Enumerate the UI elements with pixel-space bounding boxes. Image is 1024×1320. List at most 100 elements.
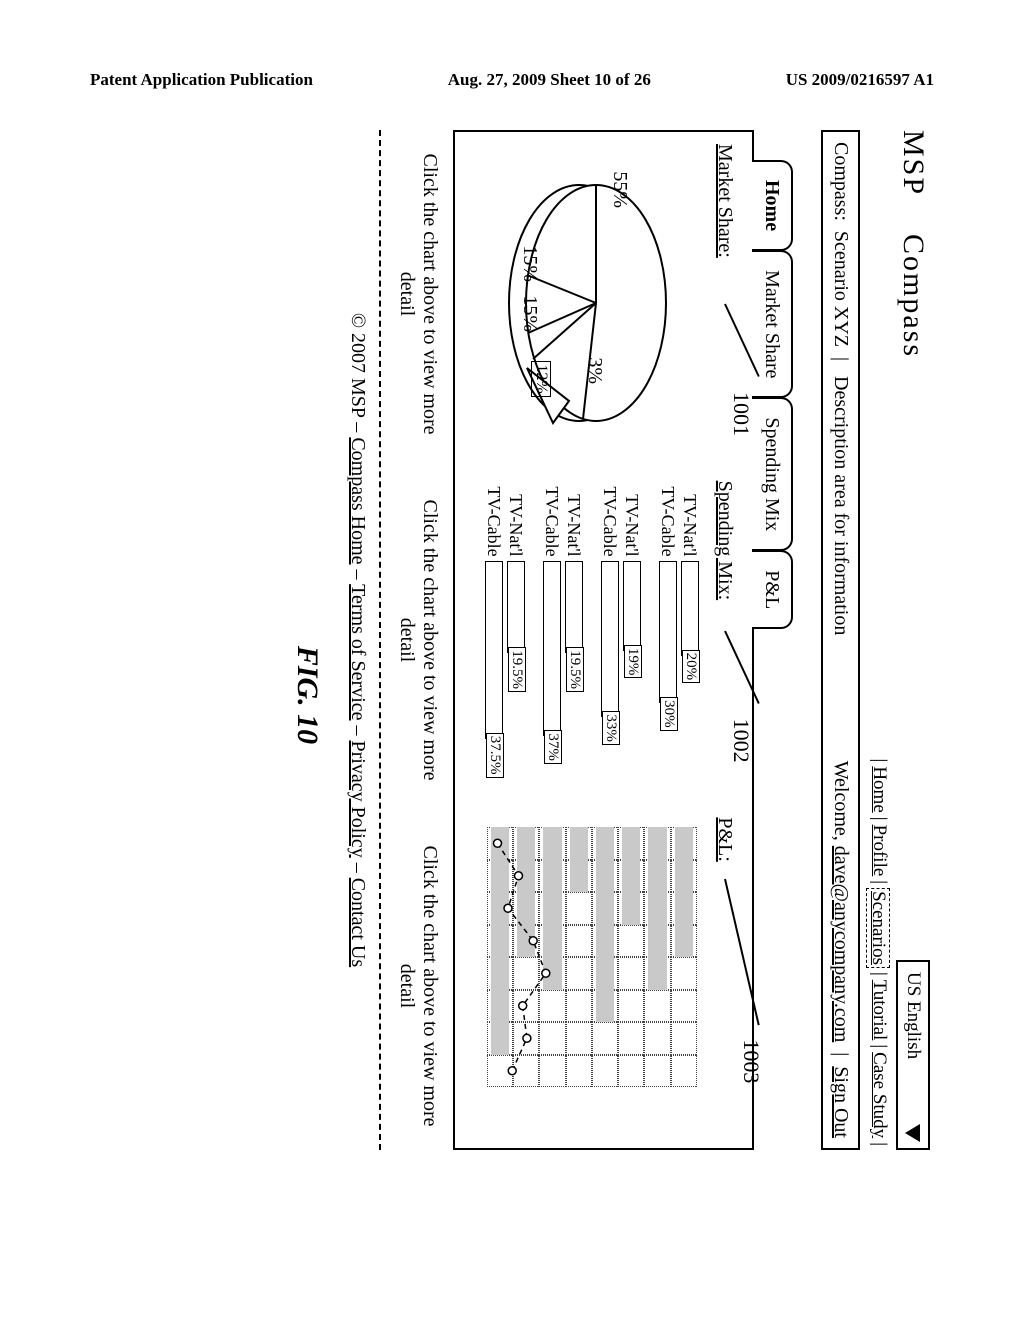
mix-row-label: TV-Cable xyxy=(658,481,679,561)
header-right: US 2009/0216597 A1 xyxy=(786,70,934,90)
mix-bar-pct: 33% xyxy=(602,711,620,745)
pnl-chart[interactable] xyxy=(467,817,697,1097)
mix-bar-track: 19.5% xyxy=(507,561,525,751)
app-frame: MSP Compass US English | Home | Profile … xyxy=(346,130,930,1150)
mix-bar-track: 19.5% xyxy=(565,561,583,751)
mix-bar-track: 37% xyxy=(543,561,561,751)
mix-bar-fill xyxy=(507,561,525,654)
mix-bar-pct: 37.5% xyxy=(486,733,504,778)
app-title: MSP Compass xyxy=(896,130,930,358)
mix-bar-fill xyxy=(565,561,583,654)
spending-mix-row: TV-Cable37.5% xyxy=(483,481,505,800)
mix-bar-fill xyxy=(601,561,619,718)
nav-profile[interactable]: Profile xyxy=(866,825,890,877)
spending-mix-row: TV-Cable 33% xyxy=(599,481,621,800)
footer-copyright: © 2007 MSP – xyxy=(347,313,369,432)
spending-mix-label: Spending Mix: xyxy=(713,481,736,600)
app-name: Compass xyxy=(897,234,930,358)
mix-bar-pct: 19% xyxy=(624,645,642,679)
description-left: Compass: Scenario XYZ | Description area… xyxy=(829,142,852,635)
footer-link-home[interactable]: Compass Home xyxy=(347,437,369,564)
mix-bar-pct: 37% xyxy=(544,730,562,764)
brand: MSP xyxy=(897,130,930,196)
language-select[interactable]: US English xyxy=(896,960,930,1150)
pie-chart[interactable]: 55% 15% 15% 3% 12% xyxy=(491,163,691,443)
click-row: Click the chart above to view more detai… xyxy=(395,130,441,1150)
mix-bar-pct: 20% xyxy=(682,650,700,684)
spending-mix-row: TV-Nat'l 19.5% xyxy=(563,481,585,800)
nav-tutorial[interactable]: Tutorial xyxy=(866,980,890,1041)
spending-mix-row: TV-Nat'l 20% xyxy=(679,481,701,800)
welcome-block: Welcome, dave@anycompany.com | Sign Out xyxy=(829,761,852,1138)
mix-bar-fill xyxy=(485,561,503,739)
mix-bar-track: 19% xyxy=(623,561,641,751)
tab-line xyxy=(752,130,754,160)
pie-label-3: 3% xyxy=(583,357,606,384)
mix-bar-fill xyxy=(659,561,677,704)
user-email[interactable]: dave@anycompany.com xyxy=(830,846,852,1043)
page-header: Patent Application Publication Aug. 27, … xyxy=(0,0,1024,100)
click-text-2: Click the chart above to view more detai… xyxy=(395,476,441,804)
mix-row-label: TV-Nat'l xyxy=(506,481,527,561)
top-nav: | Home | Profile | Scenarios | Tutorial … xyxy=(866,130,890,1150)
spending-mix-groups[interactable]: TV-Nat'l20%TV-Cable30%TV-Nat'l19%TV-Cabl… xyxy=(483,481,701,800)
pnl-callout: 1003 xyxy=(738,1039,764,1083)
pie-label-15b: 15% xyxy=(518,295,541,332)
tab-home[interactable]: Home xyxy=(752,160,793,251)
mix-row-label: TV-Cable xyxy=(542,481,563,561)
mix-bar-pct: 19.5% xyxy=(566,647,584,692)
mix-row-label: TV-Cable xyxy=(600,481,621,561)
header-center: Aug. 27, 2009 Sheet 10 of 26 xyxy=(448,70,651,90)
spending-mix-row: TV-Nat'l 19.5% xyxy=(505,481,527,800)
language-label: US English xyxy=(902,972,924,1059)
nav-home[interactable]: Home xyxy=(866,766,890,812)
nav-sep: | xyxy=(866,813,890,825)
mix-bar-fill xyxy=(543,561,561,737)
tabs-row: Home Market Share Spending Mix P&L xyxy=(752,130,793,1150)
mix-row-label: TV-Nat'l xyxy=(564,481,585,561)
mix-row-label: TV-Nat'l xyxy=(680,481,701,561)
pnl-panel: P&L: 1003 xyxy=(467,817,736,1136)
panel-body: Market Share: 1001 xyxy=(453,130,754,1150)
spending-mix-group: TV-Nat'l19.5%TV-Cable37.5% xyxy=(483,481,527,800)
nav-scenarios[interactable]: Scenarios xyxy=(866,888,890,968)
mix-row-label: TV-Cable xyxy=(484,481,505,561)
spending-mix-row: TV-Cable37% xyxy=(541,481,563,800)
market-share-callout: 1001 xyxy=(728,392,754,436)
mix-row-label: TV-Nat'l xyxy=(622,481,643,561)
pie-label-12: 12% xyxy=(531,361,551,396)
header-left: Patent Application Publication xyxy=(90,70,313,90)
click-text-3: Click the chart above to view more detai… xyxy=(395,822,441,1150)
footer: © 2007 MSP – Compass Home – Terms of Ser… xyxy=(346,130,381,1150)
sign-out-link[interactable]: Sign Out xyxy=(830,1066,852,1138)
nav-sep: | xyxy=(866,968,890,980)
nav-sep: | xyxy=(866,876,890,888)
nav-sep: | xyxy=(866,755,890,767)
click-text-1: Click the chart above to view more detai… xyxy=(395,130,441,458)
title-row: MSP Compass US English xyxy=(896,130,930,1150)
nav-case-study[interactable]: Case Study xyxy=(866,1052,890,1138)
figure-label: FIG. 10 xyxy=(290,130,324,1260)
spending-mix-group: TV-Nat'l19.5%TV-Cable37% xyxy=(541,481,585,800)
mix-bar-pct: 19.5% xyxy=(508,647,526,692)
mix-bar-track: 33% xyxy=(601,561,619,751)
footer-link-contact[interactable]: Contact Us xyxy=(347,878,369,967)
pie-label-15a: 15% xyxy=(518,245,541,282)
nav-sep: | xyxy=(866,1040,890,1052)
spending-mix-group: TV-Nat'l 20% TV-Cable 30% xyxy=(657,481,701,800)
spending-mix-callout: 1002 xyxy=(728,719,754,763)
description-bar: Compass: Scenario XYZ | Description area… xyxy=(821,130,860,1150)
mix-bar-pct: 30% xyxy=(660,697,678,731)
market-share-label: Market Share: xyxy=(713,144,736,258)
spending-mix-panel: Spending Mix: 1002 TV-Nat'l20%TV-Cable30… xyxy=(467,481,736,800)
mix-bar-track: 37.5% xyxy=(485,561,503,751)
chevron-down-icon xyxy=(906,1124,921,1142)
pie-label-55: 55% xyxy=(608,171,631,208)
spending-mix-row: TV-Cable 30% xyxy=(657,481,679,800)
footer-link-tos[interactable]: Terms of Service xyxy=(347,584,369,720)
tab-spending-mix[interactable]: Spending Mix xyxy=(752,397,793,551)
tab-pnl[interactable]: P&L xyxy=(752,550,793,629)
spending-mix-group: TV-Nat'l 19% TV-Cable 33% xyxy=(599,481,643,800)
footer-link-privacy[interactable]: Privacy Policy xyxy=(347,741,369,858)
mix-bar-fill xyxy=(681,561,699,656)
